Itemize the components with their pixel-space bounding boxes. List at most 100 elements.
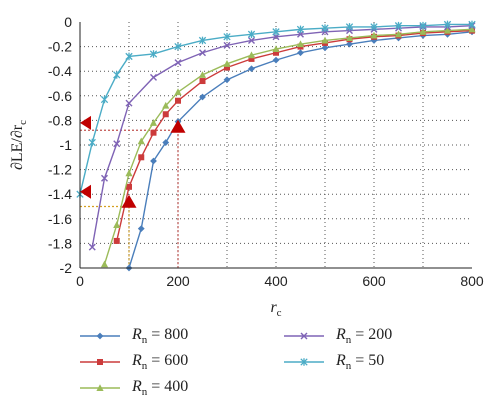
data-point <box>223 41 231 49</box>
y-tick-label: -1.6 <box>48 211 72 227</box>
data-point <box>137 225 145 233</box>
data-point <box>175 97 181 104</box>
y-tick-label: -0.6 <box>48 88 72 104</box>
data-point <box>125 52 133 61</box>
data-point <box>125 169 133 177</box>
y-tick-label: -2 <box>60 260 73 276</box>
y-tick-label: -1.8 <box>48 235 72 251</box>
x-tick-label: 0 <box>76 273 84 289</box>
y-tick-label: 0 <box>64 14 72 30</box>
data-point <box>419 21 427 30</box>
data-point <box>113 237 120 244</box>
data-point <box>162 139 170 146</box>
series-4 <box>76 20 476 198</box>
data-point <box>199 78 206 85</box>
y-tick-label: -1.4 <box>48 186 72 202</box>
data-point <box>125 99 133 107</box>
data-point <box>223 76 231 84</box>
x-tick-label: 600 <box>362 273 386 289</box>
data-point <box>223 60 231 67</box>
series-line <box>128 31 473 269</box>
data-point <box>443 26 452 34</box>
data-point <box>321 44 329 52</box>
data-point <box>88 138 96 147</box>
data-point <box>101 174 108 182</box>
data-point <box>162 101 170 109</box>
data-point <box>248 65 255 73</box>
data-point <box>394 30 403 38</box>
data-point <box>321 24 329 32</box>
data-point <box>199 93 206 101</box>
data-point <box>88 243 96 251</box>
data-point <box>272 28 280 36</box>
data-point <box>198 71 207 78</box>
data-point <box>370 31 378 39</box>
data-point <box>126 183 132 190</box>
data-point <box>370 37 378 44</box>
data-point <box>468 25 476 33</box>
highlight-triangle <box>80 184 91 199</box>
data-point <box>150 129 157 136</box>
data-point <box>223 32 231 41</box>
data-point <box>273 49 279 56</box>
data-point <box>346 40 353 48</box>
series-2 <box>100 25 476 268</box>
data-point <box>224 64 230 71</box>
x-axis-title: rc <box>270 299 281 319</box>
data-point <box>296 40 305 48</box>
data-point <box>149 119 158 126</box>
x-tick-label: 400 <box>264 273 288 289</box>
series-line <box>103 28 473 265</box>
data-point <box>394 21 403 30</box>
data-point <box>443 20 452 29</box>
data-point <box>113 140 121 148</box>
series-lines <box>76 20 476 272</box>
data-point <box>149 50 158 58</box>
data-point <box>137 137 145 145</box>
highlight-triangle <box>170 119 186 133</box>
data-point <box>174 59 182 67</box>
data-point <box>174 88 182 96</box>
data-point <box>247 51 256 59</box>
data-point <box>113 71 121 79</box>
data-point <box>150 157 157 165</box>
data-point <box>113 221 121 228</box>
data-point <box>468 20 476 29</box>
tick-labels: 0 200 400 600 800 0 -0.2 -0.4 -0.6 -0.8 -1 -1.2 -1.4… <box>48 14 484 289</box>
y-tick-label: -0.8 <box>48 112 72 128</box>
data-point <box>162 111 169 118</box>
series-0 <box>125 28 476 272</box>
data-point <box>419 28 427 35</box>
axes <box>79 22 472 269</box>
data-point <box>321 36 329 44</box>
series-3 <box>88 22 476 251</box>
x-tick-label: 800 <box>460 273 484 289</box>
data-point <box>297 30 304 38</box>
highlight-triangle <box>121 194 137 208</box>
series-line <box>116 29 473 242</box>
data-point <box>370 23 378 31</box>
data-point <box>272 33 280 41</box>
data-point <box>345 23 354 31</box>
highlight-triangle <box>80 115 91 130</box>
data-point <box>198 36 207 45</box>
data-point <box>100 95 109 104</box>
data-point <box>174 42 182 51</box>
data-point <box>297 49 304 57</box>
data-point <box>272 45 280 53</box>
y-tick-label: -0.4 <box>48 63 72 79</box>
data-point <box>248 36 255 44</box>
highlight-markers <box>80 115 186 208</box>
data-point <box>272 56 280 64</box>
data-point <box>100 260 109 268</box>
data-point <box>150 73 157 81</box>
data-point <box>138 154 145 161</box>
y-tick-label: -1 <box>60 137 73 153</box>
data-point <box>248 55 255 62</box>
data-point <box>247 30 256 39</box>
series-1 <box>113 27 475 244</box>
series-line <box>91 24 473 248</box>
y-axis-title: ∂LE/∂rc <box>9 120 29 170</box>
data-point <box>199 49 206 57</box>
y-tick-label: -1.2 <box>48 162 72 178</box>
